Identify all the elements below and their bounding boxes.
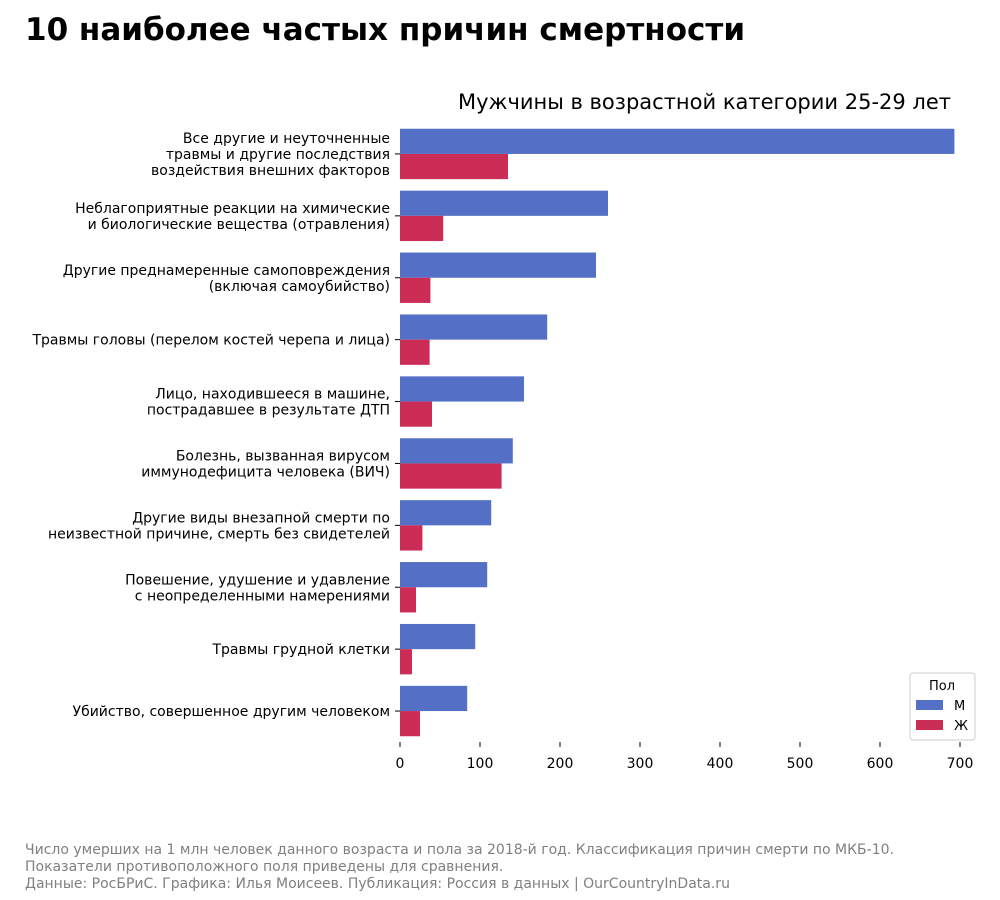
page-title: 10 наиболее частых причин смертности	[25, 12, 746, 48]
footnote: Число умерших на 1 млн человек данного в…	[25, 842, 894, 893]
legend-title: Пол	[929, 679, 955, 694]
legend-label: М	[954, 699, 965, 714]
bar-male	[400, 623, 476, 650]
category-label: Травмы головы (перелом костей черепа и л…	[31, 333, 390, 349]
category-label: Болезнь, вызванная вирусом иммунодефицита…	[141, 448, 390, 480]
bar-male	[400, 376, 524, 402]
footnote-line: Показатели противоположного поля приведе…	[25, 859, 504, 875]
bar-female	[400, 339, 430, 365]
x-tick-label: 200	[547, 756, 574, 772]
category-label: Другие виды внезапной смерти по неизвестн…	[48, 510, 390, 542]
legend-label: Ж	[954, 719, 968, 734]
legend-swatch	[916, 720, 943, 730]
bar-female	[400, 525, 423, 551]
bar-female	[400, 153, 508, 180]
x-tick-label: 600	[867, 756, 894, 772]
bar-male	[400, 252, 596, 278]
category-label: Неблагоприятные реакции на химические и б…	[75, 201, 390, 233]
footnote-line: Данные: РосБРиС. Графика: Илья Моисеев. …	[25, 876, 730, 892]
x-tick-label: 500	[787, 756, 814, 772]
category-label: Все другие и неуточненные травмы и другие…	[151, 131, 390, 179]
bar-female	[400, 587, 416, 613]
bar-male	[400, 314, 548, 340]
category-label: Другие преднамеренные самоповреждения (вк…	[63, 263, 390, 295]
chart-subtitle: Мужчины в возрастной категории 25-29 лет	[458, 90, 951, 114]
x-tick-label: 400	[707, 756, 734, 772]
x-tick-label: 700	[947, 756, 974, 772]
category-label: Убийство, совершенное другим человеком	[73, 704, 390, 720]
x-tick-label: 0	[396, 756, 405, 772]
category-label: Лицо, находившееся в машине, пострадавшее…	[147, 387, 390, 419]
x-tick-label: 300	[627, 756, 654, 772]
bar-male	[400, 685, 468, 712]
footnote-line: Число умерших на 1 млн человек данного в…	[25, 842, 894, 858]
bar-male	[400, 500, 492, 526]
category-label: Повешение, удушение и удавление с неопред…	[125, 572, 390, 604]
bar-male	[400, 562, 488, 588]
x-tick-label: 100	[467, 756, 494, 772]
bar-female	[400, 277, 431, 303]
bar-female	[400, 463, 502, 489]
bar-female	[400, 401, 432, 427]
bar-male	[400, 190, 608, 216]
bar-male	[400, 438, 513, 464]
category-label: Травмы грудной клетки	[211, 642, 390, 658]
bar-female	[400, 215, 444, 242]
bar-male	[400, 128, 955, 154]
bar-female	[400, 649, 412, 675]
bar-female	[400, 711, 420, 737]
legend-swatch	[916, 700, 943, 710]
